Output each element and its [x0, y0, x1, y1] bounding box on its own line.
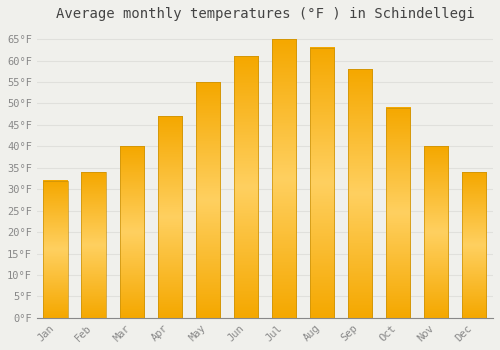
Bar [462, 172, 486, 318]
Bar [44, 181, 68, 318]
Title: Average monthly temperatures (°F ) in Schindellegi: Average monthly temperatures (°F ) in Sc… [56, 7, 474, 21]
Bar [424, 146, 448, 318]
Bar [158, 116, 182, 318]
Bar [386, 108, 410, 318]
Bar [120, 146, 144, 318]
Bar [310, 48, 334, 318]
Bar [234, 56, 258, 318]
Bar [196, 82, 220, 318]
Bar [348, 69, 372, 318]
Bar [82, 172, 106, 318]
Bar [272, 39, 296, 318]
